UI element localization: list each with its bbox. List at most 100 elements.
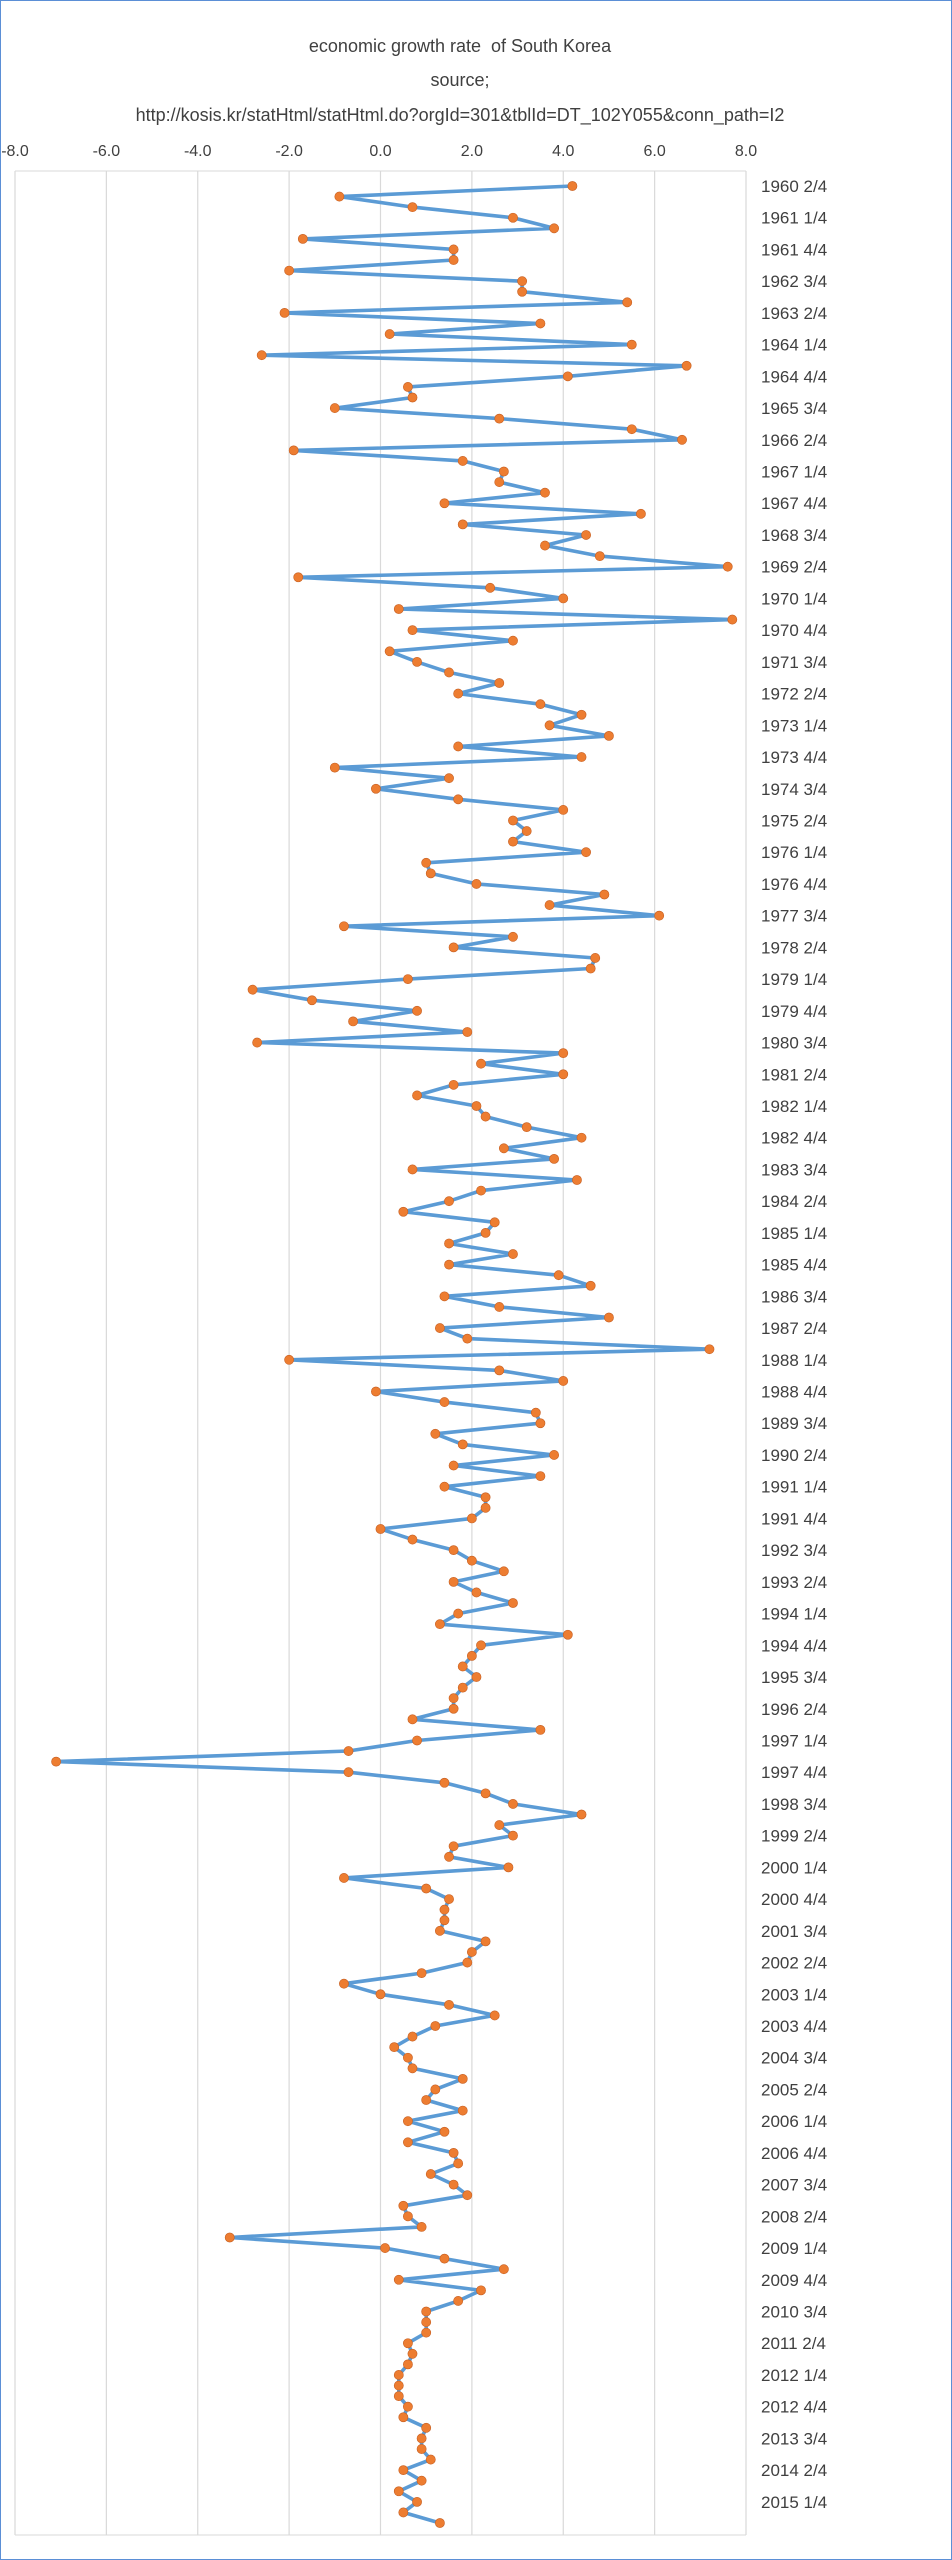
data-point (444, 1894, 454, 1904)
data-point (403, 2137, 413, 2148)
data-point (448, 255, 459, 265)
data-point (489, 1217, 500, 1228)
data-point (398, 2465, 409, 2476)
y-category-label: 1976 4/4 (761, 875, 827, 894)
x-tick-label: 4.0 (552, 143, 574, 160)
data-point (430, 1428, 441, 1439)
data-point (398, 2507, 409, 2518)
data-point (407, 392, 418, 403)
data-point (535, 699, 546, 710)
data-point (403, 974, 413, 984)
data-point (339, 921, 349, 932)
data-point (457, 1682, 468, 1693)
y-category-label: 2014 2/4 (761, 2461, 827, 2480)
data-point (466, 1555, 477, 1566)
data-point (480, 1502, 491, 1513)
data-point (407, 202, 418, 213)
data-point (439, 1777, 450, 1788)
y-category-label: 2000 4/4 (761, 1890, 827, 1909)
data-point (681, 360, 692, 371)
data-point (480, 1111, 491, 1122)
data-point (466, 1513, 477, 1524)
y-category-label: 2013 3/4 (761, 2429, 827, 2448)
data-point (480, 1227, 491, 1238)
data-point (416, 2475, 427, 2486)
x-tick-label: 0.0 (369, 143, 391, 160)
y-category-label: 1987 2/4 (761, 1319, 827, 1338)
data-point (704, 1344, 715, 1355)
data-point (444, 1999, 454, 2010)
data-point (576, 1809, 587, 1820)
x-tick-label: 2.0 (461, 143, 483, 160)
data-point (412, 1735, 422, 1746)
data-point (421, 1883, 432, 1894)
data-point (508, 1598, 518, 1608)
data-point (425, 868, 436, 879)
y-category-label: 1982 4/4 (761, 1129, 827, 1148)
x-tick-label: -2.0 (275, 143, 303, 160)
data-point (626, 424, 637, 435)
growth-rate-series-line (54, 184, 735, 2525)
y-category-label: 1970 1/4 (761, 589, 827, 608)
data-point (503, 1862, 514, 1873)
data-point (517, 286, 528, 297)
data-point (508, 212, 518, 223)
data-point (247, 984, 258, 995)
data-point (521, 1122, 532, 1133)
data-point (480, 1936, 491, 1947)
data-point (544, 900, 555, 910)
data-point (439, 1904, 450, 1915)
data-point (508, 1799, 518, 1809)
data-point (471, 1587, 482, 1598)
data-point (457, 519, 468, 530)
data-point (448, 942, 459, 953)
data-point (329, 762, 340, 773)
data-point (636, 508, 646, 519)
data-point (722, 561, 733, 572)
data-point (457, 2105, 468, 2116)
y-category-label: 1977 3/4 (761, 907, 827, 926)
data-point (439, 1291, 450, 1302)
data-point (471, 879, 482, 889)
y-category-label: 1997 1/4 (761, 1731, 827, 1750)
x-tick-label: -4.0 (184, 143, 212, 160)
y-category-label: 1998 3/4 (761, 1795, 827, 1814)
y-category-label: 1967 4/4 (761, 494, 827, 513)
data-point (444, 667, 454, 678)
data-point (494, 678, 505, 688)
data-point (462, 1957, 473, 1968)
y-category-label: 1970 4/4 (761, 621, 827, 640)
data-point (288, 445, 299, 456)
data-point (508, 635, 518, 646)
data-point (407, 2031, 418, 2042)
data-point (576, 1132, 587, 1143)
data-point (581, 530, 591, 540)
y-category-label: 1989 3/4 (761, 1414, 827, 1433)
data-point (384, 329, 395, 339)
y-category-label: 2003 4/4 (761, 2017, 827, 2036)
data-point (530, 1407, 541, 1418)
y-category-label: 1967 1/4 (761, 463, 827, 482)
data-point (457, 1661, 468, 1672)
data-point (412, 1090, 422, 1101)
y-category-label: 1966 2/4 (761, 431, 827, 450)
data-point (558, 1376, 569, 1386)
x-tick-label: -8.0 (1, 143, 29, 160)
data-point (256, 350, 267, 361)
data-point (444, 1851, 454, 1862)
y-category-label: 1997 4/4 (761, 1763, 827, 1782)
data-point (585, 963, 596, 974)
data-point (457, 1439, 468, 1450)
data-point (485, 582, 496, 593)
data-point (416, 1968, 427, 1979)
data-point (549, 1153, 560, 1164)
data-point (558, 1048, 569, 1059)
data-point (498, 1143, 509, 1154)
y-category-label: 1964 1/4 (761, 336, 827, 355)
y-category-label: 2015 1/4 (761, 2493, 827, 2512)
data-point (439, 1481, 450, 1492)
data-point (544, 720, 555, 731)
data-point (590, 953, 601, 963)
data-point (425, 2454, 436, 2465)
